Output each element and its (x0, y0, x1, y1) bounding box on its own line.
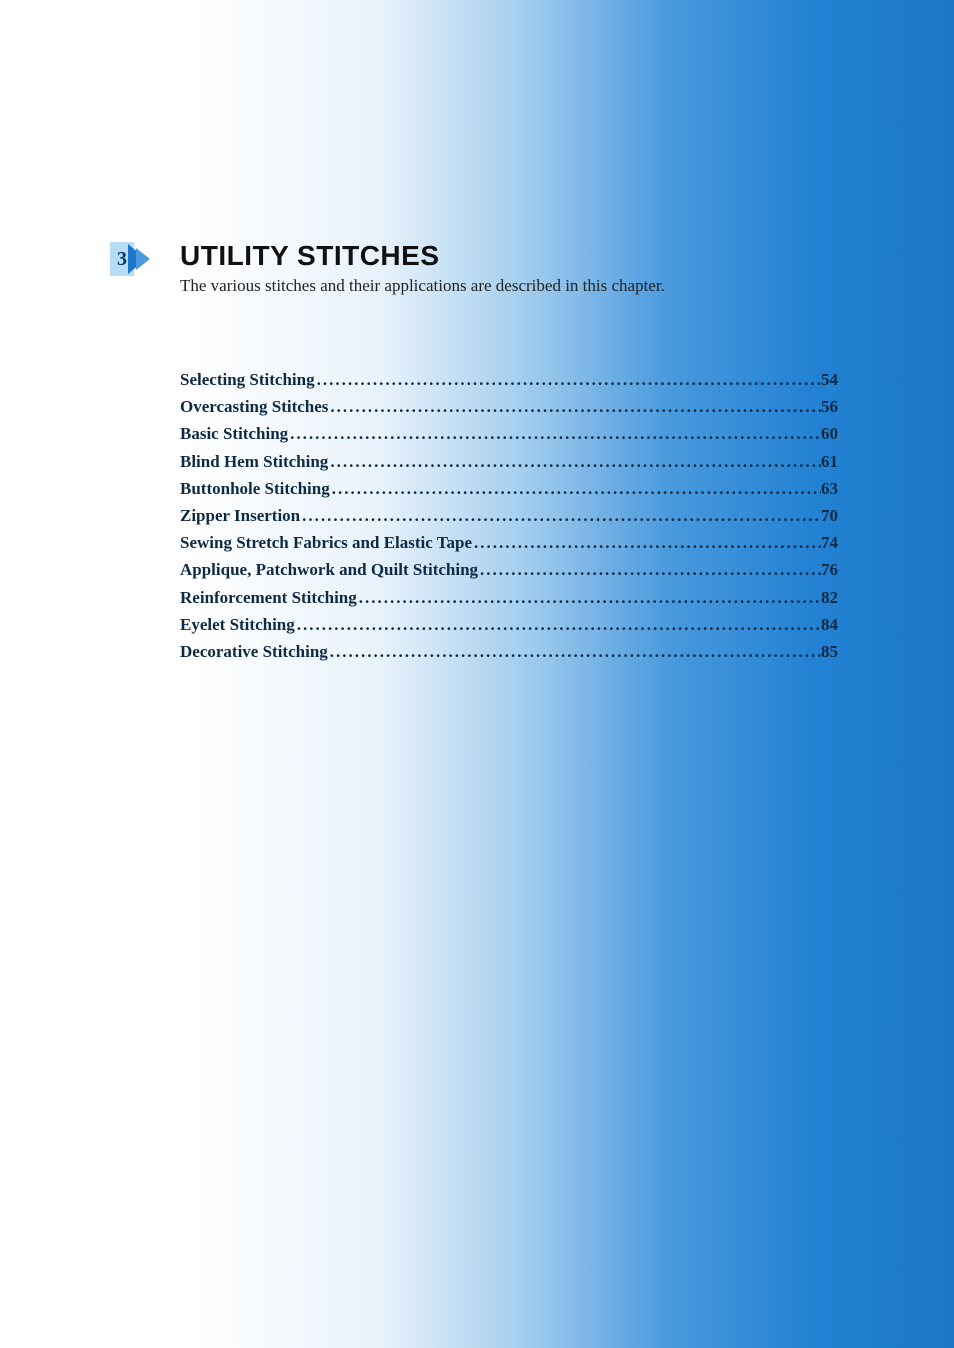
toc-entry-page: 70 (821, 502, 838, 529)
toc-entry-label: Overcasting Stitches (180, 393, 328, 420)
toc-entry-label: Sewing Stretch Fabrics and Elastic Tape (180, 529, 472, 556)
toc-entry-page: 74 (821, 529, 838, 556)
toc-leader-dots (328, 638, 821, 665)
toc-entry-label: Decorative Stitching (180, 638, 328, 665)
toc-entry-label: Blind Hem Stitching (180, 448, 328, 475)
chapter-header: 3 UTILITY STITCHES The various stitches … (110, 240, 844, 296)
toc-entry[interactable]: Selecting Stitching 54 (180, 366, 838, 393)
toc-entry[interactable]: Zipper Insertion 70 (180, 502, 838, 529)
toc-entry[interactable]: Applique, Patchwork and Quilt Stitching 7… (180, 556, 838, 583)
toc-leader-dots (478, 556, 821, 583)
toc-entry[interactable]: Blind Hem Stitching 61 (180, 448, 838, 475)
toc-entry-page: 76 (821, 556, 838, 583)
chapter-subtitle: The various stitches and their applicati… (180, 276, 844, 296)
chapter-badge: 3 (110, 242, 158, 276)
toc-entry-label: Eyelet Stitching (180, 611, 295, 638)
toc-entry[interactable]: Eyelet Stitching 84 (180, 611, 838, 638)
table-of-contents: Selecting Stitching54Overcasting Stitche… (110, 366, 844, 665)
toc-entry-label: Applique, Patchwork and Quilt Stitching (180, 556, 478, 583)
toc-leader-dots (288, 420, 821, 447)
toc-entry[interactable]: Buttonhole Stitching 63 (180, 475, 838, 502)
toc-entry-label: Zipper Insertion (180, 502, 300, 529)
toc-leader-dots (328, 448, 821, 475)
toc-leader-dots (330, 475, 821, 502)
toc-leader-dots (315, 366, 821, 393)
toc-leader-dots (472, 529, 821, 556)
toc-entry-page: 54 (821, 366, 838, 393)
toc-entry[interactable]: Reinforcement Stitching 82 (180, 584, 838, 611)
toc-entry[interactable]: Basic Stitching 60 (180, 420, 838, 447)
toc-leader-dots (295, 611, 821, 638)
toc-leader-dots (357, 584, 821, 611)
toc-leader-dots (328, 393, 821, 420)
toc-entry-page: 56 (821, 393, 838, 420)
page-container: 3 UTILITY STITCHES The various stitches … (0, 0, 954, 665)
toc-entry-page: 85 (821, 638, 838, 665)
chevron-right-icon (128, 244, 158, 274)
toc-entry-label: Buttonhole Stitching (180, 475, 330, 502)
toc-entry[interactable]: Overcasting Stitches 56 (180, 393, 838, 420)
toc-entry-page: 84 (821, 611, 838, 638)
toc-entry-page: 60 (821, 420, 838, 447)
chapter-title-block: UTILITY STITCHES The various stitches an… (180, 240, 844, 296)
toc-entry-page: 82 (821, 584, 838, 611)
chapter-title: UTILITY STITCHES (180, 240, 844, 272)
toc-entry[interactable]: Sewing Stretch Fabrics and Elastic Tape 7… (180, 529, 838, 556)
toc-entry-page: 63 (821, 475, 838, 502)
toc-entry-label: Basic Stitching (180, 420, 288, 447)
toc-entry[interactable]: Decorative Stitching 85 (180, 638, 838, 665)
toc-entry-page: 61 (821, 448, 838, 475)
toc-leader-dots (300, 502, 821, 529)
toc-entry-label: Reinforcement Stitching (180, 584, 357, 611)
toc-entry-label: Selecting Stitching (180, 366, 315, 393)
